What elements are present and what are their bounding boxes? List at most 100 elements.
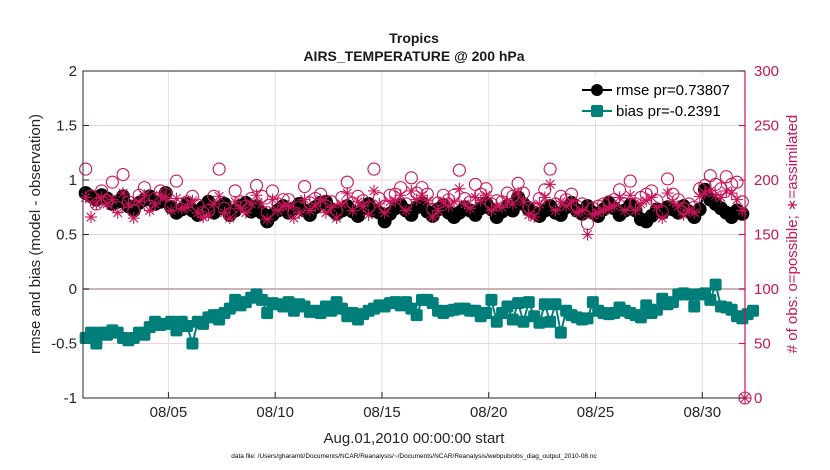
obs-assimilated-point <box>709 189 722 202</box>
obs-possible-point <box>367 162 381 176</box>
asterisk-stroke <box>166 205 176 216</box>
obs-assimilated-point <box>613 191 626 204</box>
x-tick-label: 08/20 <box>470 404 508 421</box>
asterisk-stroke <box>257 199 267 209</box>
bias-point <box>549 298 562 311</box>
obs-assimilated-point <box>592 206 605 219</box>
obs-assimilated-point <box>239 206 252 219</box>
asterisk-stroke <box>566 197 577 207</box>
obs-assimilated-point <box>581 228 594 241</box>
asterisk-stroke <box>721 186 731 196</box>
asterisk-stroke <box>657 213 667 223</box>
legend-bias-marker <box>591 105 603 117</box>
asterisk-stroke <box>134 197 144 207</box>
obs-assimilated-point <box>111 206 124 219</box>
bias-point <box>410 309 423 322</box>
obs-possible-point <box>212 162 226 176</box>
asterisk-stroke <box>492 201 502 211</box>
data-file-footnote: data file: /Users/gharamti/Documents/NCA… <box>231 453 597 460</box>
obs-assimilated-point <box>394 189 407 202</box>
obs-possible-point <box>79 162 93 176</box>
obs-assimilated-point <box>570 206 583 219</box>
asterisk-stroke <box>182 202 192 212</box>
y-tick-label-right: 300 <box>754 63 779 80</box>
asterisk-stroke <box>198 212 208 222</box>
asterisk-stroke <box>598 205 609 216</box>
asterisk-stroke <box>155 190 166 200</box>
y-tick-label-left: -1 <box>64 390 77 407</box>
asterisk-stroke <box>123 199 134 209</box>
bias-point <box>634 311 647 324</box>
asterisk-stroke <box>97 192 107 203</box>
asterisk-stroke <box>353 197 363 207</box>
asterisk-stroke <box>438 197 448 207</box>
x-tick-label: 08/25 <box>577 404 615 421</box>
asterisk-stroke <box>150 199 160 209</box>
obs-assimilated-point <box>378 206 391 219</box>
obs-assimilated-point <box>293 206 306 219</box>
asterisk-stroke <box>620 205 630 216</box>
y-tick-label-left: -0.5 <box>51 336 77 353</box>
obs-assimilated-point <box>106 193 119 206</box>
asterisk-stroke <box>225 213 235 223</box>
chart-title: Tropics <box>389 30 439 46</box>
asterisk-stroke <box>689 208 699 218</box>
obs-assimilated-point <box>250 189 263 202</box>
obs-assimilated-point <box>629 204 642 217</box>
asterisk-stroke <box>294 208 304 218</box>
obs-assimilated-point <box>335 197 348 210</box>
asterisk-stroke <box>433 205 443 216</box>
obs-assimilated-point <box>133 195 146 208</box>
obs-assimilated-point <box>330 212 343 225</box>
obs-assimilated-point <box>319 206 332 219</box>
asterisk-stroke <box>102 199 112 209</box>
asterisk-stroke <box>283 201 294 211</box>
obs-assimilated-point <box>229 195 242 208</box>
y-tick-label-left: 0 <box>69 281 77 298</box>
obs-assimilated-point <box>207 197 220 210</box>
obs-assimilated-point <box>512 187 525 200</box>
x-tick-label: 08/30 <box>684 404 722 421</box>
obs-assimilated-point <box>693 190 706 203</box>
obs-assimilated-point <box>528 211 541 224</box>
asterisk-stroke <box>604 203 614 213</box>
asterisk-stroke <box>401 205 411 216</box>
obs-assimilated-point <box>576 204 589 217</box>
asterisk-stroke <box>625 190 635 200</box>
obs-assimilated-point <box>309 200 322 213</box>
asterisk-stroke <box>267 194 278 205</box>
asterisk-stroke <box>630 205 641 216</box>
chart-subtitle: AIRS_TEMPERATURE @ 200 hPa <box>303 48 524 64</box>
asterisk-stroke <box>508 199 518 209</box>
asterisk-stroke <box>732 194 742 205</box>
bias-point <box>533 316 546 329</box>
bias-point <box>581 312 594 325</box>
obs-assimilated-point <box>117 187 130 200</box>
bias-point <box>682 288 695 301</box>
obs-assimilated-point <box>298 193 311 206</box>
obs-assimilated-point <box>367 184 380 197</box>
obs-assimilated-point <box>453 182 466 195</box>
obs-assimilated-point <box>95 191 108 204</box>
obs-assimilated-point <box>458 197 471 210</box>
asterisk-stroke <box>428 212 438 222</box>
asterisk-stroke <box>305 205 315 216</box>
obs-assimilated-point <box>720 184 733 197</box>
grid <box>83 71 745 398</box>
bias-point <box>747 304 760 317</box>
obs-assimilated-point <box>186 194 199 207</box>
obs-assimilated-point <box>90 197 103 210</box>
bias-point <box>261 306 274 319</box>
y-axis-label-right: # of obs: o=possible; ∗=assimilated <box>784 115 801 354</box>
asterisk-stroke <box>246 199 256 209</box>
legend-box <box>578 75 742 120</box>
asterisk-stroke <box>417 190 427 200</box>
asterisk-stroke <box>460 199 470 209</box>
y-tick-label-right: 250 <box>754 118 779 135</box>
y-tick-label-left: 0.5 <box>56 227 77 244</box>
obs-assimilated-point <box>538 191 551 204</box>
asterisk-stroke <box>219 208 230 218</box>
obs-assimilated-point <box>341 187 354 200</box>
asterisk-stroke <box>262 214 272 224</box>
obs-assimilated-point <box>149 197 162 210</box>
